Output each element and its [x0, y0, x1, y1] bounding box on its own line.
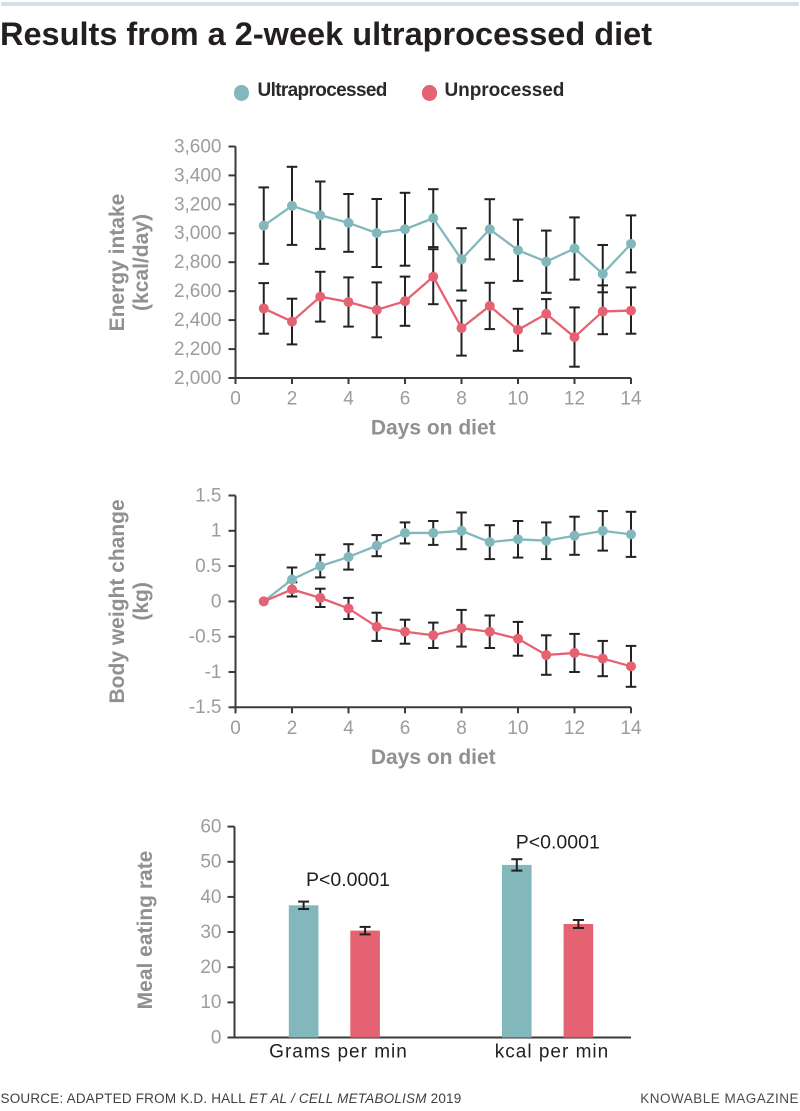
svg-text:14: 14	[620, 389, 642, 410]
svg-text:2,800: 2,800	[174, 252, 222, 273]
svg-text:-1.5: -1.5	[189, 697, 222, 718]
svg-text:60: 60	[200, 817, 221, 838]
svg-text:kcal per min: kcal per min	[495, 1042, 609, 1063]
svg-text:10: 10	[507, 389, 528, 410]
svg-text:P<0.0001: P<0.0001	[306, 869, 390, 891]
svg-text:50: 50	[200, 852, 221, 873]
svg-text:40: 40	[200, 887, 221, 908]
svg-text:0: 0	[211, 591, 222, 612]
svg-text:4: 4	[343, 389, 354, 410]
svg-text:3,600: 3,600	[174, 136, 222, 157]
svg-text:0: 0	[211, 1027, 222, 1048]
svg-text:2: 2	[287, 389, 298, 410]
svg-text:2: 2	[287, 718, 298, 739]
svg-text:30: 30	[200, 922, 221, 943]
svg-text:2,200: 2,200	[174, 339, 222, 360]
svg-text:0: 0	[230, 389, 241, 410]
svg-text:14: 14	[620, 718, 642, 739]
svg-text:8: 8	[456, 389, 467, 410]
svg-text:8: 8	[456, 718, 467, 739]
svg-text:(kg): (kg)	[130, 582, 153, 621]
svg-text:0.5: 0.5	[195, 556, 221, 577]
svg-text:P<0.0001: P<0.0001	[516, 832, 600, 854]
svg-text:Grams per min: Grams per min	[269, 1042, 408, 1063]
svg-text:12: 12	[564, 718, 585, 739]
svg-text:Body weight change: Body weight change	[106, 499, 129, 703]
svg-text:6: 6	[400, 718, 411, 739]
svg-text:-1: -1	[205, 662, 222, 683]
svg-text:Days on diet: Days on diet	[371, 746, 496, 769]
svg-text:10: 10	[200, 992, 221, 1013]
svg-text:(kcal/day): (kcal/day)	[130, 214, 153, 311]
svg-text:Meal eating rate: Meal eating rate	[134, 851, 157, 1010]
svg-text:1.5: 1.5	[195, 485, 221, 506]
svg-text:-0.5: -0.5	[189, 627, 222, 648]
svg-text:10: 10	[507, 718, 528, 739]
svg-text:Energy intake: Energy intake	[106, 194, 129, 332]
svg-text:2,400: 2,400	[174, 310, 222, 331]
svg-text:1: 1	[211, 521, 222, 542]
svg-text:12: 12	[564, 389, 585, 410]
svg-text:6: 6	[400, 389, 411, 410]
svg-text:Days on diet: Days on diet	[371, 417, 496, 440]
svg-text:3,200: 3,200	[174, 194, 222, 215]
svg-text:0: 0	[230, 718, 241, 739]
svg-text:3,400: 3,400	[174, 165, 222, 186]
svg-text:2,600: 2,600	[174, 281, 222, 302]
svg-text:20: 20	[200, 957, 221, 978]
svg-text:3,000: 3,000	[174, 223, 222, 244]
svg-text:2,000: 2,000	[174, 368, 222, 389]
svg-text:4: 4	[343, 718, 354, 739]
